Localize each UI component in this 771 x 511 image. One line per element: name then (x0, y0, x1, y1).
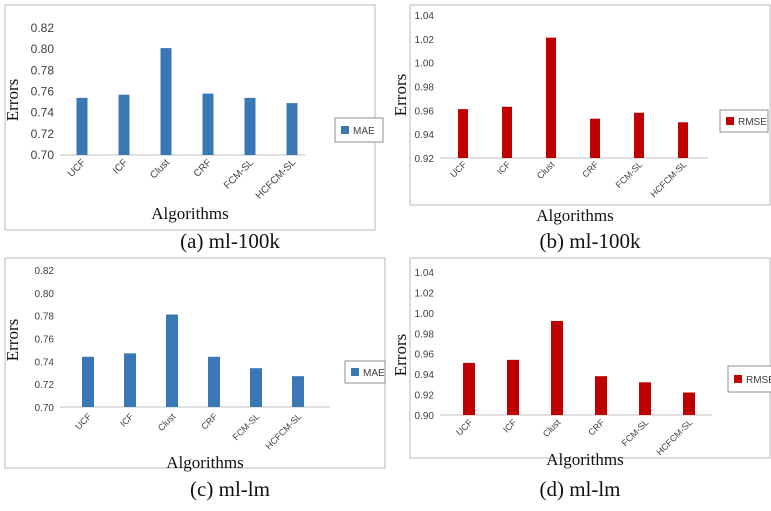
legend: MAE (334, 117, 384, 143)
chart-frame (409, 257, 771, 459)
legend-swatch (341, 126, 349, 134)
bar-fcm-sl (634, 112, 644, 158)
bar-icf (118, 94, 130, 155)
y-tick-label: 0.94 (415, 370, 435, 381)
panel-caption: (b) ml-100k (540, 229, 641, 253)
y-tick-label: 0.98 (415, 329, 435, 340)
y-tick-label: 0.92 (415, 391, 435, 402)
y-tick-label: 0.76 (31, 85, 55, 99)
bar-hcfcm-sl (678, 122, 688, 158)
bar-clust (166, 314, 178, 407)
y-tick-label: 0.70 (35, 403, 55, 414)
y-tick-label: 0.96 (415, 106, 435, 117)
y-axis-title: Errors (3, 319, 22, 361)
legend-label: RMSE (738, 117, 767, 128)
x-axis-title: Algorithms (536, 206, 613, 225)
legend: MAE (344, 360, 386, 384)
bar-crf (590, 118, 600, 158)
x-axis-title: Algorithms (166, 453, 243, 472)
y-tick-label: 1.00 (415, 59, 435, 70)
bar-clust (551, 321, 563, 415)
y-axis-title: Errors (391, 74, 410, 116)
bar-ucf (76, 97, 88, 155)
panel-caption: (c) ml-lm (190, 477, 270, 501)
y-axis-title: Errors (3, 79, 22, 121)
bar-crf (202, 93, 214, 155)
bar-crf (595, 376, 607, 415)
y-tick-label: 0.82 (35, 266, 55, 277)
y-tick-label: 0.72 (35, 380, 55, 391)
y-tick-label: 0.72 (31, 127, 55, 141)
legend-label: MAE (363, 368, 385, 379)
y-tick-label: 1.04 (415, 11, 435, 22)
y-tick-label: 0.76 (35, 335, 55, 346)
y-tick-label: 0.94 (415, 130, 435, 141)
bar-fcm-sl (639, 382, 651, 415)
y-tick-label: 1.00 (415, 309, 435, 320)
bar-fcm-sl (250, 368, 262, 407)
y-tick-label: 0.82 (31, 21, 55, 35)
y-tick-label: 0.98 (415, 83, 435, 94)
bar-icf (124, 353, 136, 407)
y-tick-label: 1.02 (415, 288, 435, 299)
y-tick-label: 1.04 (415, 268, 435, 279)
legend-label: RMSE (746, 375, 771, 386)
bar-hcfcm-sl (683, 392, 695, 415)
x-axis-title: Algorithms (546, 450, 623, 469)
x-axis-title: Algorithms (151, 204, 228, 223)
y-tick-label: 0.78 (35, 312, 55, 323)
y-tick-label: 0.90 (415, 411, 435, 422)
legend: RMSE (719, 109, 769, 133)
panel-caption: (a) ml-100k (180, 229, 280, 253)
bar-ucf (463, 362, 475, 415)
bar-clust (160, 48, 172, 155)
y-axis-title: Errors (391, 334, 410, 376)
chart-frame (4, 257, 386, 469)
bar-ucf (458, 109, 468, 158)
y-tick-label: 0.80 (35, 289, 55, 300)
y-tick-label: 0.80 (31, 42, 55, 56)
bar-ucf (82, 356, 94, 407)
legend-swatch (734, 375, 742, 383)
y-tick-label: 0.96 (415, 350, 435, 361)
legend: RMSE (727, 365, 771, 393)
bar-hcfcm-sl (286, 103, 298, 155)
y-tick-label: 0.74 (31, 106, 55, 120)
bar-hcfcm-sl (292, 376, 304, 407)
panel-caption: (d) ml-lm (539, 477, 620, 501)
legend-swatch (726, 117, 734, 125)
legend-label: MAE (353, 126, 375, 137)
bar-clust (546, 37, 556, 159)
legend-box (344, 360, 386, 384)
chart-frame (4, 4, 376, 231)
y-tick-label: 0.92 (415, 154, 435, 165)
y-tick-label: 0.74 (35, 357, 55, 368)
bar-crf (208, 356, 220, 407)
y-tick-label: 1.02 (415, 35, 435, 46)
legend-box (719, 109, 769, 133)
bar-icf (502, 106, 512, 158)
bar-fcm-sl (244, 97, 256, 155)
y-tick-label: 0.78 (31, 63, 55, 77)
chart-frame (409, 4, 771, 206)
y-tick-label: 0.70 (31, 148, 55, 162)
legend-swatch (351, 368, 359, 376)
bar-icf (507, 359, 519, 415)
